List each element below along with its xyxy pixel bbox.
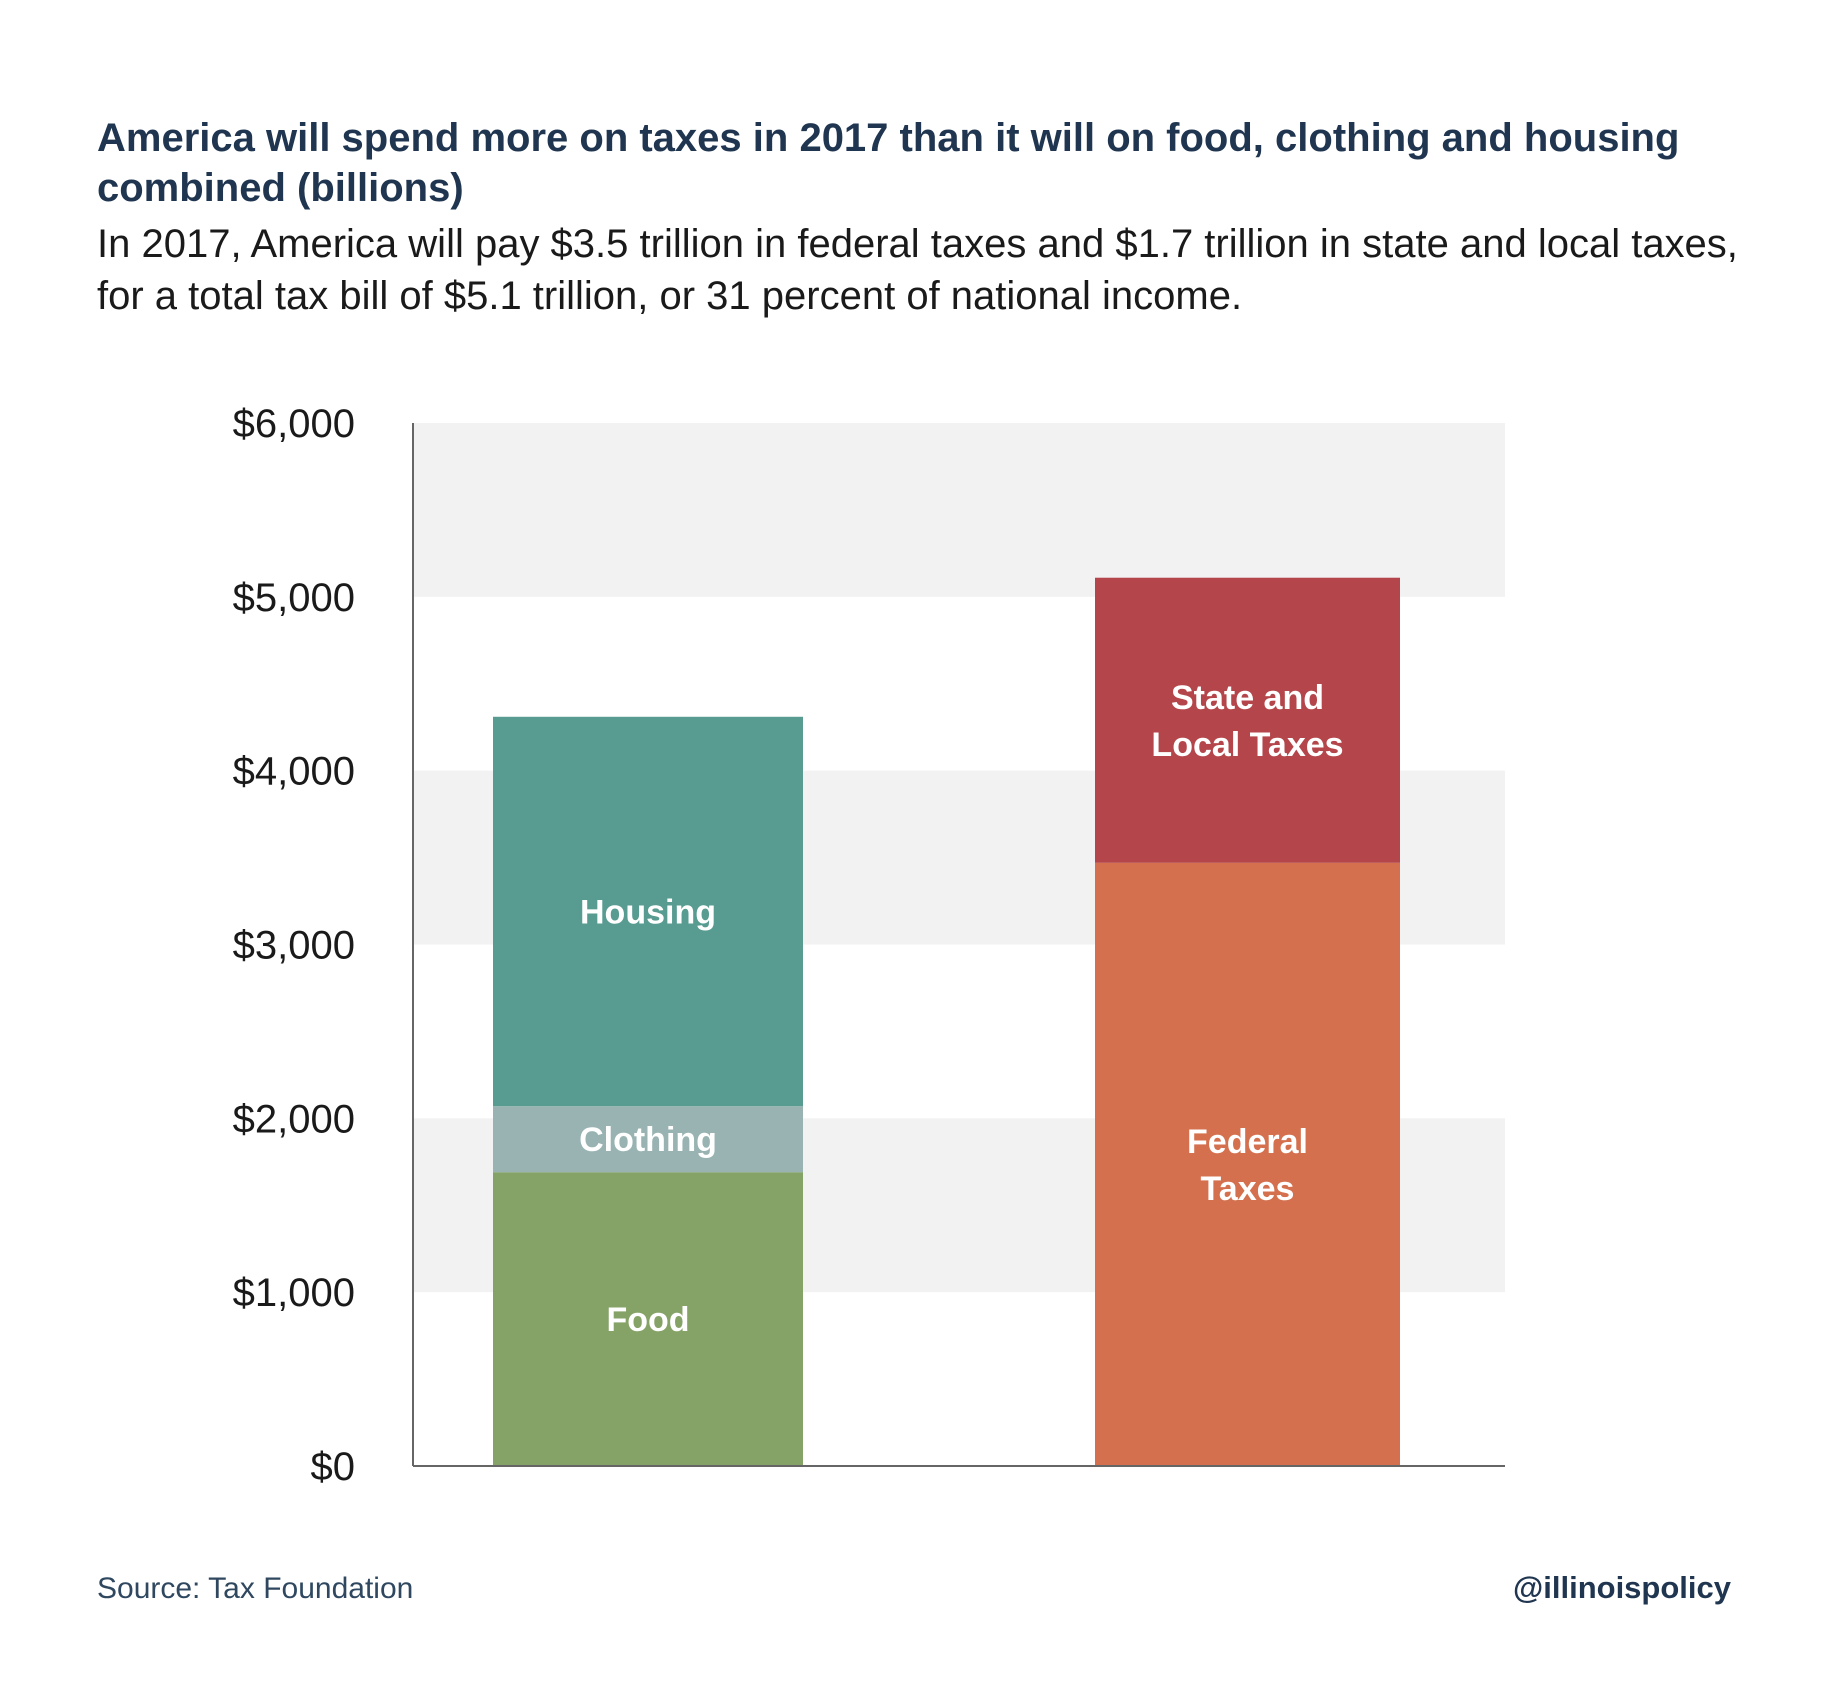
segment-label-line: Federal — [1187, 1123, 1308, 1161]
y-tick-label: $1,000 — [233, 1271, 355, 1315]
segment-label-line: Housing — [580, 893, 716, 931]
segment-label: Clothing — [579, 1121, 717, 1159]
social-handle: @illinoispolicy — [1513, 1570, 1731, 1605]
bar-segment-food — [493, 1172, 803, 1466]
bar-segment-state-and-local-taxes — [1095, 577, 1400, 863]
bar-segment-clothing — [493, 1106, 803, 1173]
segment-label-line: Clothing — [579, 1121, 717, 1159]
source-note: Source: Tax Foundation — [97, 1572, 414, 1605]
chart-subtitle: In 2017, America will pay $3.5 trillion … — [97, 222, 1738, 318]
y-tick-label: $6,000 — [233, 402, 355, 446]
segment-label-line: Taxes — [1201, 1170, 1295, 1208]
segment-label: State and Local Taxes — [1151, 679, 1343, 764]
segment-label: Federal Taxes — [1187, 1123, 1308, 1208]
segment-labels: Food Clothing Housing Federal Taxes State and… — [579, 679, 1343, 1339]
bar-segment-federal-taxes — [1095, 862, 1400, 1466]
y-tick-labels: $0 $1,000 $2,000 $3,000 $4,000 $5,000 $6,000 — [233, 402, 355, 1489]
segment-label-line: State and — [1171, 679, 1324, 717]
y-tick-label: $3,000 — [233, 924, 355, 968]
y-tick-label: $4,000 — [233, 750, 355, 794]
segment-label: Housing — [580, 893, 716, 931]
axes — [412, 423, 1505, 1467]
y-tick-label: $2,000 — [233, 1097, 355, 1141]
segment-label-line: Local Taxes — [1151, 726, 1343, 764]
bar-segment-housing — [493, 716, 803, 1107]
bar-segments — [493, 577, 1400, 1466]
chart-title: America will spend more on taxes in 2017… — [97, 116, 1680, 210]
segment-label-line: Food — [606, 1301, 689, 1339]
y-tick-label: $5,000 — [233, 576, 355, 620]
segment-label: Food — [606, 1301, 689, 1339]
y-tick-label: $0 — [311, 1445, 356, 1489]
grid-band — [413, 423, 1505, 597]
